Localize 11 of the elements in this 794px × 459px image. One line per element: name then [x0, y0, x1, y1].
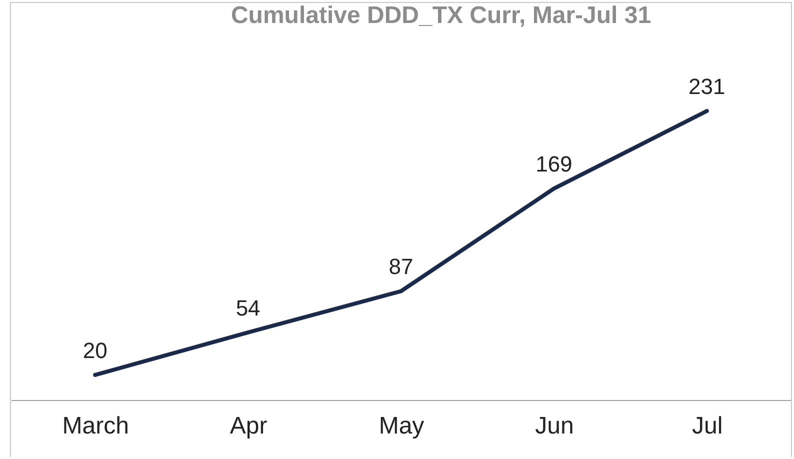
x-tick-label: Jul — [692, 412, 723, 440]
data-label: 169 — [536, 152, 572, 177]
data-label: 87 — [388, 254, 414, 280]
x-tick-label: March — [62, 412, 129, 440]
x-tick-label: May — [378, 412, 424, 440]
x-tick-label: Jun — [535, 412, 574, 440]
data-label: 54 — [236, 295, 260, 320]
data-label: 20 — [82, 338, 108, 363]
chart-title: Cumulative DDD_TX Curr, Mar-Jul 31 — [230, 2, 652, 29]
x-tick-label: Apr — [230, 412, 268, 440]
data-label: 231 — [688, 74, 726, 99]
